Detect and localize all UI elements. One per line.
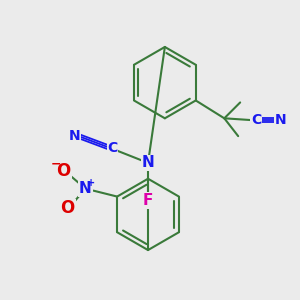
Text: N: N <box>275 113 286 127</box>
Text: N: N <box>79 181 92 196</box>
Text: N: N <box>69 129 80 143</box>
Text: N: N <box>142 155 154 170</box>
Text: C: C <box>251 113 261 127</box>
Text: O: O <box>56 162 71 180</box>
Text: −: − <box>50 158 61 170</box>
Text: O: O <box>61 200 75 217</box>
Text: C: C <box>107 141 118 155</box>
Text: +: + <box>87 178 95 188</box>
Text: F: F <box>143 193 153 208</box>
